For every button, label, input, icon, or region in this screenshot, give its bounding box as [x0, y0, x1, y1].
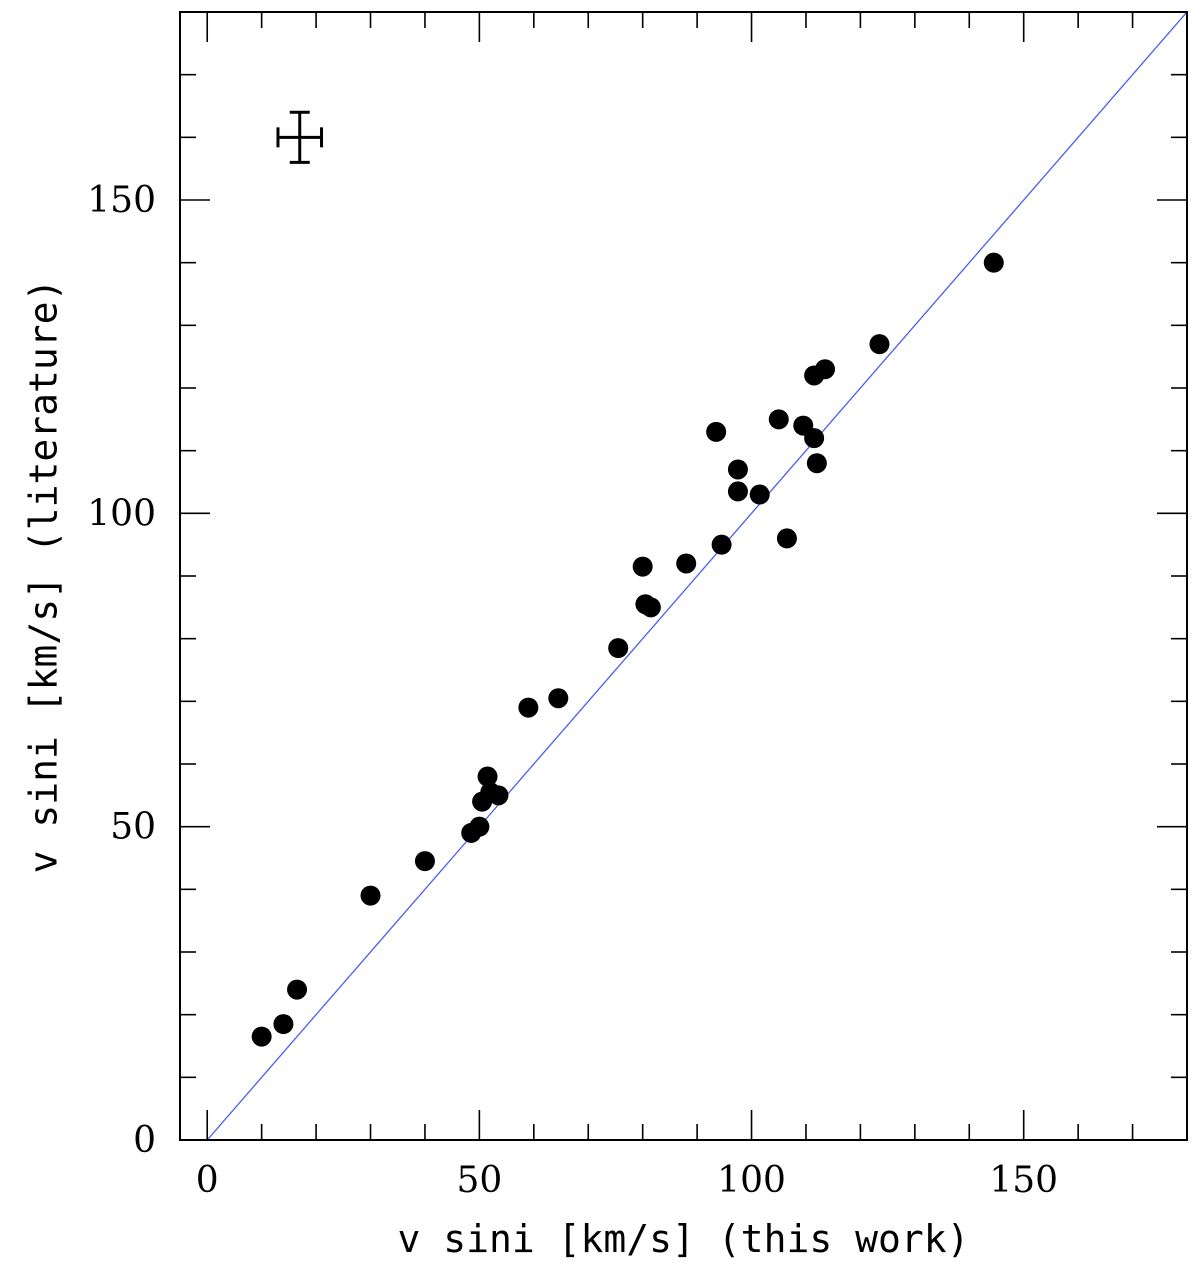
- data-point: [632, 556, 653, 577]
- data-point: [749, 484, 770, 505]
- y-axis-title: v sini [km/s] (literature): [22, 279, 66, 874]
- data-point: [776, 528, 797, 549]
- data-point: [469, 816, 490, 837]
- data-points: [251, 252, 1004, 1047]
- data-point: [676, 553, 697, 574]
- plot-frame: [179, 11, 1188, 1141]
- data-point: [477, 766, 498, 787]
- data-point: [414, 851, 435, 872]
- x-tick-label: 50: [456, 1160, 502, 1201]
- x-axis-title: v sini [km/s] (this work): [398, 1217, 970, 1261]
- one-to-one-line: [206, 12, 1187, 1140]
- x-tick-label: 150: [989, 1160, 1058, 1201]
- data-point: [608, 638, 629, 659]
- x-tick-label: 0: [196, 1160, 219, 1201]
- data-point: [727, 481, 748, 502]
- x-tick-labels: 0 50 100 150: [196, 1160, 1058, 1201]
- data-point: [711, 534, 732, 555]
- data-point: [706, 421, 727, 442]
- data-point: [488, 785, 509, 806]
- data-point: [768, 409, 789, 430]
- data-point: [518, 697, 539, 718]
- data-point: [548, 688, 569, 709]
- data-point: [983, 252, 1004, 273]
- data-point: [727, 459, 748, 480]
- data-point: [869, 334, 890, 355]
- data-point: [360, 885, 381, 906]
- data-point: [287, 979, 308, 1000]
- data-point: [640, 597, 661, 618]
- y-tick-labels: 0 50 100 150: [87, 180, 156, 1161]
- x-tick-label: 100: [717, 1160, 786, 1201]
- data-point: [273, 1014, 294, 1035]
- data-point: [815, 359, 836, 380]
- one-to-one-line-layer: [206, 12, 1187, 1140]
- y-tick-label: 100: [87, 493, 156, 534]
- data-point: [806, 453, 827, 474]
- y-tick-label: 150: [87, 180, 156, 221]
- y-tick-label: 50: [110, 807, 156, 848]
- axis-ticks: [180, 11, 1188, 1141]
- error-bar-sample: [276, 110, 324, 164]
- data-point: [804, 428, 825, 449]
- data-point: [251, 1026, 272, 1047]
- y-tick-label: 0: [133, 1120, 156, 1161]
